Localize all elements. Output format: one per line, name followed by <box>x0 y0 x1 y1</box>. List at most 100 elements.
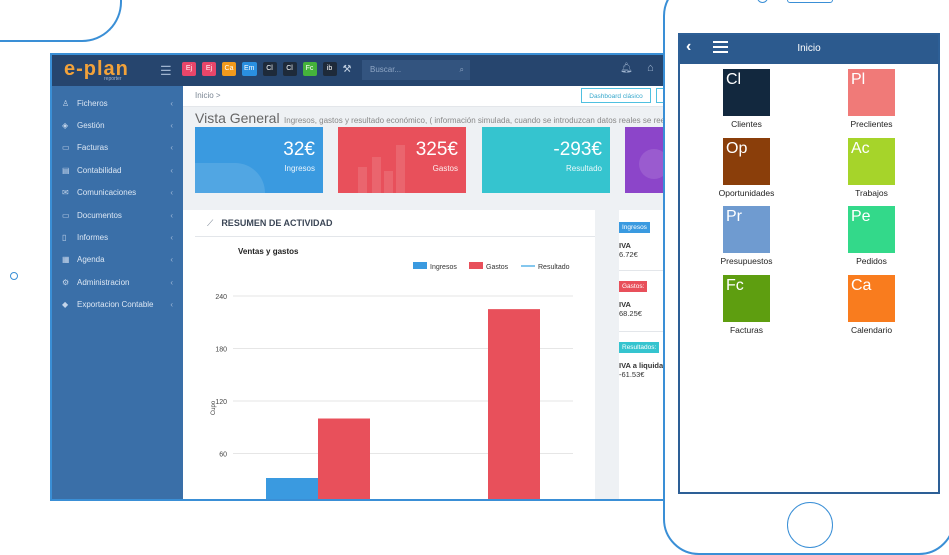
module-tile-clientes[interactable]: Cl <box>723 69 770 116</box>
sidebar-item-label: Comunicaciones <box>77 188 137 198</box>
dashboard-classic-button[interactable]: Dashboard clásico <box>581 88 651 103</box>
toolbar-icon-fc[interactable]: Fc <box>302 62 317 76</box>
divider <box>619 270 666 271</box>
module-tile-pedidos[interactable]: Pe <box>848 206 895 253</box>
phone-home-button[interactable] <box>787 502 833 548</box>
sidebar-item-agenda[interactable]: ▦ Agenda ‹ <box>52 249 183 271</box>
tile-value: -293€ <box>553 139 602 160</box>
chevron-left-icon: ‹ <box>170 98 173 108</box>
sidebar-icon-7: ▦ <box>62 255 70 265</box>
chart-title: Ventas y gastos <box>238 247 299 256</box>
legend-label-ingresos: Ingresos <box>430 264 457 271</box>
hamburger-menu-icon[interactable]: ☰ <box>160 63 172 78</box>
summary-tile-gastos[interactable]: 325€ Gastos <box>338 127 466 193</box>
module-label[interactable]: Oportunidades <box>718 187 775 198</box>
chevron-left-icon: ‹ <box>170 143 173 153</box>
kpi-0: Ingresos IVA 6.72€ <box>619 216 666 259</box>
legend-swatch-gastos <box>469 262 483 269</box>
bell-icon[interactable]: 🔔︎ <box>620 63 633 74</box>
y-axis-label: Cupo <box>211 400 217 415</box>
tablet-frame-edge <box>0 0 122 42</box>
summary-tile-extra[interactable] <box>625 127 665 193</box>
summary-tile-resultado[interactable]: -293€ Resultado <box>482 127 610 193</box>
toolbar-icon-ca[interactable]: Ca <box>222 62 236 76</box>
home-icon[interactable]: ⌂ <box>647 62 654 74</box>
kpi-badge: Ingresos <box>619 222 650 233</box>
module-tile-presupuestos[interactable]: Pr <box>723 206 770 253</box>
main-content: Inicio > Dashboard clásico Vista General… <box>183 86 666 499</box>
module-code: Pe <box>851 208 871 225</box>
kpi-1: Gastos: IVA 68.25€ <box>619 275 666 318</box>
chevron-left-icon: ‹ <box>170 121 173 131</box>
y-tick-label: 180 <box>215 347 227 354</box>
summary-tiles: 32€ Ingresos 325€ Gastos -293€ Resultado <box>195 127 666 193</box>
module-code: Pl <box>851 71 866 88</box>
summary-tile-ingresos[interactable]: 32€ Ingresos <box>195 127 323 193</box>
module-label[interactable]: Clientes <box>731 119 762 129</box>
menu-icon[interactable] <box>713 41 728 53</box>
activity-title: ⟋ RESUMEN DE ACTIVIDAD <box>207 218 333 228</box>
kpi-name: IVA <box>619 300 631 309</box>
sidebar-item-informes[interactable]: ▯ Informes ‹ <box>52 226 183 248</box>
page-title-row: Vista General Ingresos, gastos y resulta… <box>195 110 666 128</box>
bar-ingresos <box>266 478 318 499</box>
search-input[interactable]: Buscar... ⌕ <box>362 60 470 80</box>
wrench-icon[interactable]: ⚒ <box>342 63 352 75</box>
toolbar-icon-cl[interactable]: Cl <box>262 62 277 76</box>
chevron-left-icon: ‹ <box>170 255 173 265</box>
chevron-left-icon: ‹ <box>170 188 173 198</box>
toolbar-icon-ib[interactable]: ib <box>322 62 337 76</box>
sidebar-item-documentos[interactable]: ▭ Documentos ‹ <box>52 204 183 226</box>
toolbar-icon-cl[interactable]: Cl <box>282 62 297 76</box>
kpi-2: Resultados: IVA a liquidar -61.53€ <box>619 336 666 379</box>
module-label[interactable]: Trabajos <box>855 187 888 198</box>
toolbar-quick-icons: Ej Ej Ca Em Cl Cl Fc ib ⚒ <box>182 62 351 76</box>
module-label[interactable]: Facturas <box>729 324 764 335</box>
sidebar-item-label: Ficheros <box>77 98 108 108</box>
kpi-badge: Gastos: <box>619 281 648 292</box>
module-code: Cl <box>726 71 742 88</box>
desktop-app-window: e-plan reporter ☰ Ej Ej Ca Em Cl Cl Fc ib ⚒ Busca… <box>50 53 668 501</box>
module-tile-preclientes[interactable]: Pl <box>848 69 895 116</box>
sidebar-item-label: Documentos <box>77 210 122 220</box>
kpi-column: Ingresos IVA 6.72€ Gastos: IVA 68.25€ Resultad… <box>619 210 666 499</box>
breadcrumb-bar: Inicio > Dashboard clásico <box>183 86 666 107</box>
tile-value: 32€ <box>283 139 315 160</box>
eplan-logo[interactable]: e-plan reporter <box>64 58 129 82</box>
y-tick-label: 240 <box>215 294 227 301</box>
sidebar-item-comunicaciones[interactable]: ✉ Comunicaciones ‹ <box>52 182 183 204</box>
module-tile-trabajos[interactable]: Ac <box>848 137 895 185</box>
toolbar-icon-ej[interactable]: Ej <box>182 62 196 76</box>
module-label[interactable]: Preclientes <box>850 119 893 129</box>
module-label[interactable]: Calendario <box>850 324 893 335</box>
module-label[interactable]: Presupuestos <box>720 256 773 266</box>
sidebar-item-label: Informes <box>77 233 109 243</box>
toolbar-icon-ej[interactable]: Ej <box>202 62 216 76</box>
sidebar-item-administracion[interactable]: ⚙ Administracion ‹ <box>52 271 183 293</box>
breadcrumb[interactable]: Inicio > <box>195 91 221 100</box>
line-chart-icon: ⟋ <box>207 218 214 228</box>
sidebar-item-exportacion-contable[interactable]: ◆ Exportacion Contable ‹ <box>52 294 183 316</box>
top-bar: e-plan reporter ☰ Ej Ej Ca Em Cl Cl Fc ib ⚒ Busca… <box>52 55 666 86</box>
toolbar-icon-em[interactable]: Em <box>242 62 257 76</box>
module-tile-facturas[interactable]: Fc <box>723 274 770 322</box>
sidebar-item-contabilidad[interactable]: ▤ Contabilidad ‹ <box>52 159 183 181</box>
chevron-left-icon: ‹ <box>170 165 173 175</box>
kpi-value: 6.72€ <box>619 250 638 259</box>
sidebar-item-facturas[interactable]: ▭ Facturas ‹ <box>52 137 183 159</box>
y-tick-label: 120 <box>215 399 227 406</box>
mobile-title: Inicio <box>797 43 821 54</box>
mobile-header: ‹ Inicio <box>680 35 938 64</box>
search-icon: ⌕ <box>459 65 464 74</box>
sidebar-item-ficheros[interactable]: ♙ Ficheros ‹ <box>52 92 183 114</box>
back-arrow-icon[interactable]: ‹ <box>686 38 692 55</box>
extra-button[interactable] <box>656 88 666 103</box>
bar-gastos <box>488 309 540 499</box>
module-tile-oportunidades[interactable]: Op <box>723 137 770 185</box>
module-label[interactable]: Pedidos <box>856 256 887 266</box>
module-tile-calendario[interactable]: Ca <box>848 274 895 322</box>
chevron-left-icon: ‹ <box>170 300 173 310</box>
sidebar-icon-5: ▭ <box>62 210 70 220</box>
sidebar-item-gestión[interactable]: ◈ Gestión ‹ <box>52 114 183 136</box>
